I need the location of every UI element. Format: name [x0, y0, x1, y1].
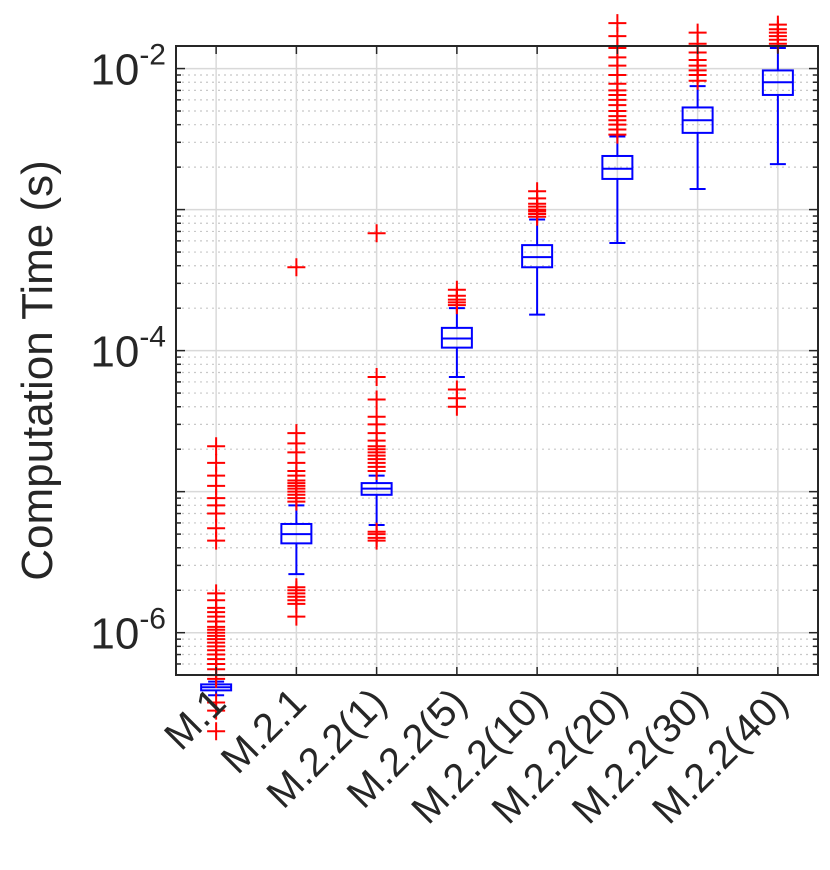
y-tick-label-base: 10	[90, 328, 139, 377]
outlier-marker	[367, 407, 386, 426]
outlier-marker	[608, 14, 627, 33]
box-M.2.2(1)	[360, 224, 393, 550]
outlier-marker	[688, 23, 707, 42]
outlier-marker	[367, 522, 386, 541]
outlier-marker	[287, 578, 306, 597]
outlier-marker	[207, 693, 226, 712]
outlier-marker	[447, 380, 466, 399]
box-M.2.2(20)	[601, 14, 634, 244]
box-iqr	[601, 154, 634, 180]
outlier-marker	[447, 280, 466, 299]
axes-frame	[175, 45, 819, 676]
y-tick-label: 10-4	[90, 321, 166, 377]
y-tick-label-base: 10	[90, 46, 139, 95]
box-M.1	[200, 437, 233, 741]
outlier-marker	[207, 453, 226, 472]
y-tick-label-exponent: -6	[139, 603, 166, 636]
axis-labels: 10-610-410-2M.1M.2.1M.2.2(1)M.2.2(5)M.2.…	[90, 39, 796, 833]
y-tick-label-base: 10	[90, 610, 139, 659]
y-axis-label: Computation Time (s)	[13, 160, 62, 581]
outlier-marker	[367, 390, 386, 409]
outlier-marker	[528, 182, 547, 201]
y-tick-label-exponent: -4	[139, 321, 166, 354]
outlier-marker	[367, 368, 386, 387]
outlier-marker	[287, 258, 306, 277]
outlier-marker	[207, 437, 226, 456]
y-tick-label: 10-2	[90, 39, 166, 95]
y-tick-label-exponent: -2	[139, 39, 166, 72]
outlier-marker	[367, 224, 386, 243]
box-M.2.1	[280, 258, 313, 626]
box-M.2.2(5)	[440, 280, 473, 416]
outlier-marker	[207, 584, 226, 603]
outlier-marker	[287, 424, 306, 443]
outlier-marker	[207, 722, 226, 741]
y-tick-label: 10-6	[90, 603, 166, 659]
outlier-marker	[768, 15, 787, 34]
axis-ticks	[176, 46, 818, 675]
boxes	[200, 14, 794, 741]
box-M.2.2(10)	[521, 182, 554, 316]
grid	[176, 46, 818, 675]
